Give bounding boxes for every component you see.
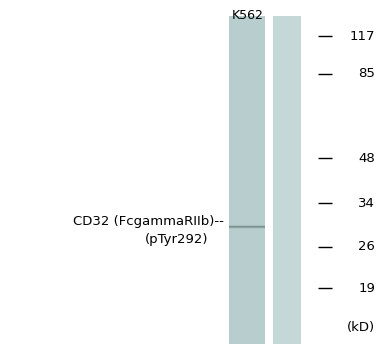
Text: 19: 19 — [358, 282, 375, 294]
Text: 48: 48 — [359, 152, 375, 165]
Text: 34: 34 — [358, 197, 375, 210]
Text: 117: 117 — [350, 30, 375, 42]
Text: CD32 (FcgammaRIIb)--: CD32 (FcgammaRIIb)-- — [73, 215, 224, 228]
Text: (kD): (kD) — [347, 321, 375, 334]
Text: 85: 85 — [358, 67, 375, 80]
Text: K562: K562 — [231, 9, 263, 22]
Bar — [273, 16, 301, 344]
Text: (pTyr292): (pTyr292) — [145, 233, 208, 246]
Text: 26: 26 — [358, 240, 375, 253]
Bar — [229, 16, 265, 344]
